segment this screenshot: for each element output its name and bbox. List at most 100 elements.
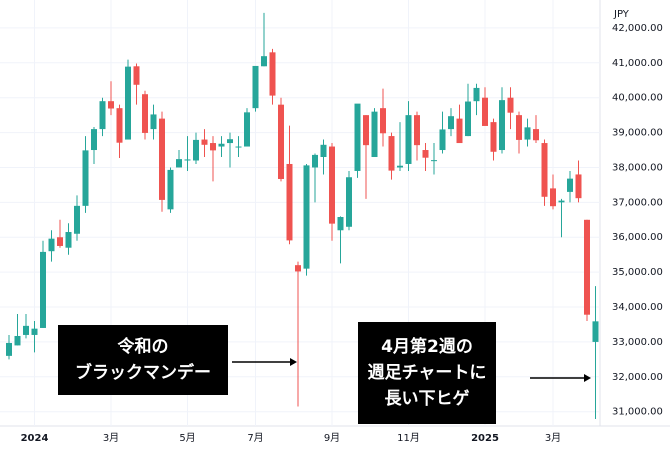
candle-body <box>57 237 63 246</box>
candle-body <box>320 144 327 158</box>
candle-body <box>405 115 412 164</box>
candle-body <box>448 116 454 130</box>
y-tick-label: 36,000.00 <box>612 232 663 243</box>
y-tick-label: 32,000.00 <box>612 372 663 383</box>
candle-body <box>218 143 225 147</box>
candle-body <box>6 342 12 356</box>
candle-body <box>388 136 395 171</box>
candle-body <box>23 325 29 335</box>
annotation-text: ブラックマンデー <box>75 362 211 383</box>
candle-body <box>210 143 216 151</box>
candle-body <box>176 159 182 168</box>
y-axis-label: JPY <box>613 9 630 20</box>
candle-body <box>303 165 310 269</box>
candle-body <box>524 127 531 140</box>
candle-body <box>252 65 259 109</box>
candle-body <box>516 115 522 140</box>
candle-body <box>235 146 242 148</box>
candle-body <box>456 118 463 144</box>
candle-body <box>295 265 301 272</box>
candle-body <box>286 163 293 241</box>
candle-body <box>490 122 497 152</box>
y-tick-label: 42,000.00 <box>612 23 663 34</box>
candle-body <box>261 56 267 67</box>
y-tick-label: 41,000.00 <box>612 58 663 69</box>
candle-body <box>201 139 208 145</box>
candle-body <box>278 104 284 179</box>
annotation-text: 4月第2週の <box>381 336 473 357</box>
annotation-box <box>58 325 228 395</box>
y-tick-label: 35,000.00 <box>612 267 663 278</box>
candle-body <box>116 108 123 143</box>
candle-body <box>439 129 446 151</box>
candle-body <box>575 174 582 199</box>
candle-body <box>414 115 420 146</box>
y-tick-label: 38,000.00 <box>612 162 663 173</box>
candle-body <box>65 232 72 248</box>
candle-body <box>473 87 480 102</box>
annotation-text: 令和の <box>118 336 169 357</box>
candle-body <box>371 111 378 158</box>
candle-body <box>541 143 548 197</box>
y-tick-label: 37,000.00 <box>612 197 663 208</box>
x-tick-label: 2025 <box>471 433 499 444</box>
candle-body <box>269 52 276 96</box>
candle-body <box>550 188 556 207</box>
y-tick-label: 33,000.00 <box>612 337 663 348</box>
candle-body <box>507 97 514 113</box>
candle-body <box>184 159 191 161</box>
x-tick-label: 5月 <box>179 432 195 444</box>
arrow-head <box>290 358 297 366</box>
y-tick-label: 39,000.00 <box>612 128 663 139</box>
candle-body <box>354 103 361 171</box>
candle-body <box>584 219 590 315</box>
candle-body <box>125 66 131 140</box>
candle-body <box>82 150 89 206</box>
candle-body <box>312 154 318 168</box>
candle-body <box>499 100 505 151</box>
candle-body <box>397 165 403 168</box>
candle-body <box>329 146 335 224</box>
candle-body <box>48 238 55 252</box>
annotation-box <box>358 322 496 424</box>
candle-body <box>91 129 97 151</box>
candle-body <box>150 114 157 130</box>
annotation-text: 長い下ヒゲ <box>385 388 470 409</box>
x-tick-label: 9月 <box>324 432 340 444</box>
candle-body <box>133 66 140 85</box>
candle-body <box>74 205 80 234</box>
candle-body <box>142 94 148 133</box>
annotation-text: 週足チャートに <box>368 363 487 383</box>
x-tick-label: 3月 <box>103 432 119 444</box>
arrow-head <box>584 374 591 382</box>
candle-body <box>567 178 573 192</box>
candle-body <box>558 200 565 203</box>
candle-body <box>193 139 199 161</box>
candle-body <box>40 251 46 328</box>
candle-body <box>465 101 471 137</box>
x-tick-label: 7月 <box>247 432 263 444</box>
candle-body <box>244 112 250 147</box>
x-tick-label: 11月 <box>397 432 420 444</box>
candle-body <box>346 177 352 227</box>
candle-body <box>533 129 539 141</box>
candle-body <box>380 108 386 134</box>
candle-body <box>108 101 114 109</box>
candle-body <box>14 335 21 346</box>
candle-body <box>422 150 429 158</box>
y-tick-label: 31,000.00 <box>612 407 663 418</box>
candle-body <box>227 139 233 144</box>
candle-body <box>167 169 174 210</box>
candle-body <box>363 115 369 146</box>
candle-body <box>592 321 599 342</box>
candles <box>6 12 599 420</box>
candle-body <box>482 97 488 126</box>
candle-body <box>431 160 437 162</box>
x-tick-label: 2024 <box>21 433 49 444</box>
candle-body <box>159 118 165 200</box>
candle-body <box>99 101 106 130</box>
candle-body <box>31 328 38 335</box>
y-tick-label: 40,000.00 <box>612 93 663 104</box>
